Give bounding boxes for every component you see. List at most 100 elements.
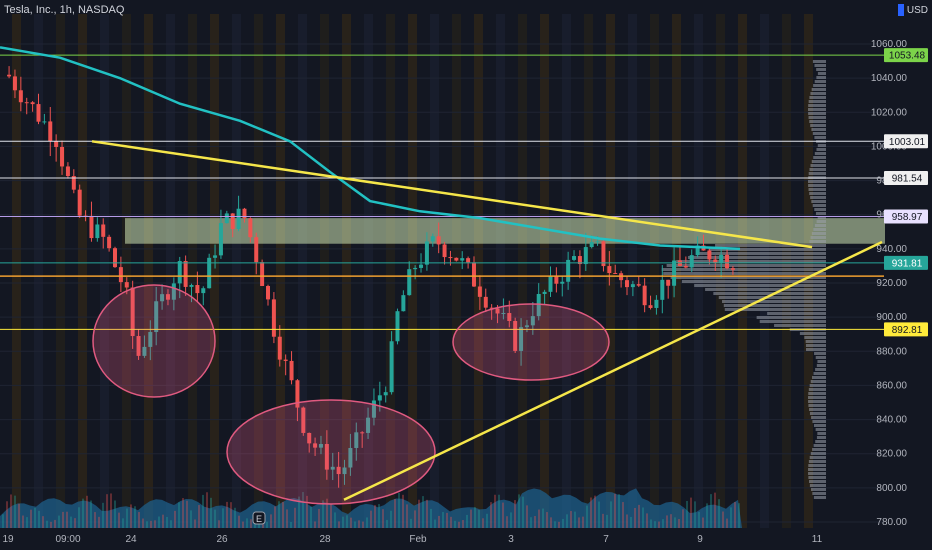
volume-profile-bar	[816, 148, 826, 151]
volume-bar	[174, 510, 176, 528]
candle-body	[260, 262, 265, 286]
candle-body	[672, 260, 677, 286]
y-tick-label: 840.00	[876, 415, 907, 426]
volume-profile-bar	[811, 232, 826, 235]
candle-body	[107, 236, 112, 249]
candle-body	[577, 256, 582, 265]
volume-bar	[266, 521, 268, 528]
candle-body	[124, 282, 129, 288]
volume-bar	[334, 512, 336, 528]
volume-bar	[518, 494, 520, 528]
volume-bar	[270, 514, 272, 528]
volume-bar	[718, 499, 720, 528]
volume-bar	[458, 521, 460, 528]
candle-body	[224, 213, 229, 224]
volume-bar	[582, 516, 584, 528]
volume-bar	[134, 506, 136, 528]
volume-bar	[466, 514, 468, 528]
price-axis[interactable]: 1060.001040.001020.001000.00980.00960.00…	[871, 39, 908, 528]
volume-bar	[594, 495, 596, 528]
volume-profile-bar	[815, 428, 826, 431]
volume-bar	[110, 493, 112, 528]
candle-body	[60, 146, 65, 167]
volume-bar	[114, 500, 116, 528]
candle-body	[136, 336, 141, 356]
volume-bar	[738, 503, 740, 528]
volume-profile-bar	[815, 368, 826, 371]
candle-body	[48, 121, 53, 142]
session-stripe	[650, 14, 659, 528]
volume-bar	[234, 507, 236, 528]
candle-body	[301, 407, 306, 433]
candle-body	[113, 248, 117, 268]
candle-body	[424, 241, 429, 265]
volume-bar	[142, 518, 144, 528]
x-tick-label: 19	[2, 534, 14, 545]
session-stripe	[320, 14, 329, 528]
candle-body	[283, 359, 288, 361]
volume-profile-bar	[810, 164, 826, 167]
session-stripe	[386, 14, 395, 528]
candlesticks	[7, 66, 735, 488]
candle-body	[236, 208, 241, 229]
volume-bar	[598, 501, 600, 528]
session-stripe	[56, 14, 65, 528]
volume-profile-bar	[808, 468, 826, 471]
volume-profile-bar	[718, 296, 826, 299]
session-stripe	[188, 14, 197, 528]
volume-bar	[74, 518, 76, 528]
ellipse-annotation	[452, 303, 610, 381]
candle-body	[554, 275, 559, 284]
time-axis[interactable]: 19 09:00 24 26 28 Feb 3 7 9 11	[2, 534, 822, 545]
candle-body	[295, 380, 300, 408]
volume-bar	[210, 497, 212, 528]
price-badge-label: 1003.01	[889, 137, 926, 148]
volume-profile-bar	[811, 488, 826, 491]
volume-profile-bar	[817, 144, 826, 147]
volume-bar	[698, 511, 700, 528]
volume-bar	[550, 517, 552, 528]
candle-body	[254, 237, 259, 263]
volume-bar	[282, 501, 284, 528]
volume-bar	[374, 505, 376, 528]
volume-bar	[302, 492, 304, 528]
volume-profile-bar	[705, 288, 826, 291]
price-badge-bg	[884, 48, 928, 63]
session-stripe	[276, 14, 285, 528]
volume-bar	[122, 518, 124, 528]
candle-body	[401, 295, 406, 312]
volume-bar	[382, 509, 384, 528]
volume-profile-bar	[670, 276, 826, 279]
volume-profile-bar	[812, 60, 826, 63]
volume-profile-bar	[817, 72, 826, 75]
volume-bar	[702, 517, 704, 528]
y-tick-label: 780.00	[876, 517, 907, 528]
price-badge-label: 1053.48	[889, 51, 926, 62]
volume-bar	[62, 511, 64, 528]
volume-bar	[194, 519, 196, 528]
volume-profile-bar	[699, 252, 826, 255]
candle-body	[630, 284, 635, 288]
volume-bar	[118, 512, 120, 528]
candle-body	[118, 267, 123, 283]
candle-body	[242, 208, 247, 219]
volume-area	[0, 488, 742, 528]
volume-bar	[250, 519, 252, 528]
candle-body	[165, 294, 170, 300]
candle-body	[713, 259, 718, 264]
volume-bar	[562, 518, 564, 528]
volume-bar	[14, 495, 16, 528]
volume-profile-bar	[808, 104, 826, 107]
volume-profile-bar	[812, 492, 826, 495]
volume-bar	[162, 514, 164, 528]
volume-profile-bar	[809, 456, 826, 459]
volume-bar	[682, 509, 684, 528]
y-tick-label: 800.00	[876, 483, 907, 494]
session-stripe	[254, 14, 263, 528]
volume-bar	[138, 512, 140, 528]
volume-bar	[462, 520, 464, 528]
candle-body	[466, 258, 471, 263]
currency-selector[interactable]: USD	[897, 4, 928, 16]
volume-bar	[558, 521, 560, 528]
